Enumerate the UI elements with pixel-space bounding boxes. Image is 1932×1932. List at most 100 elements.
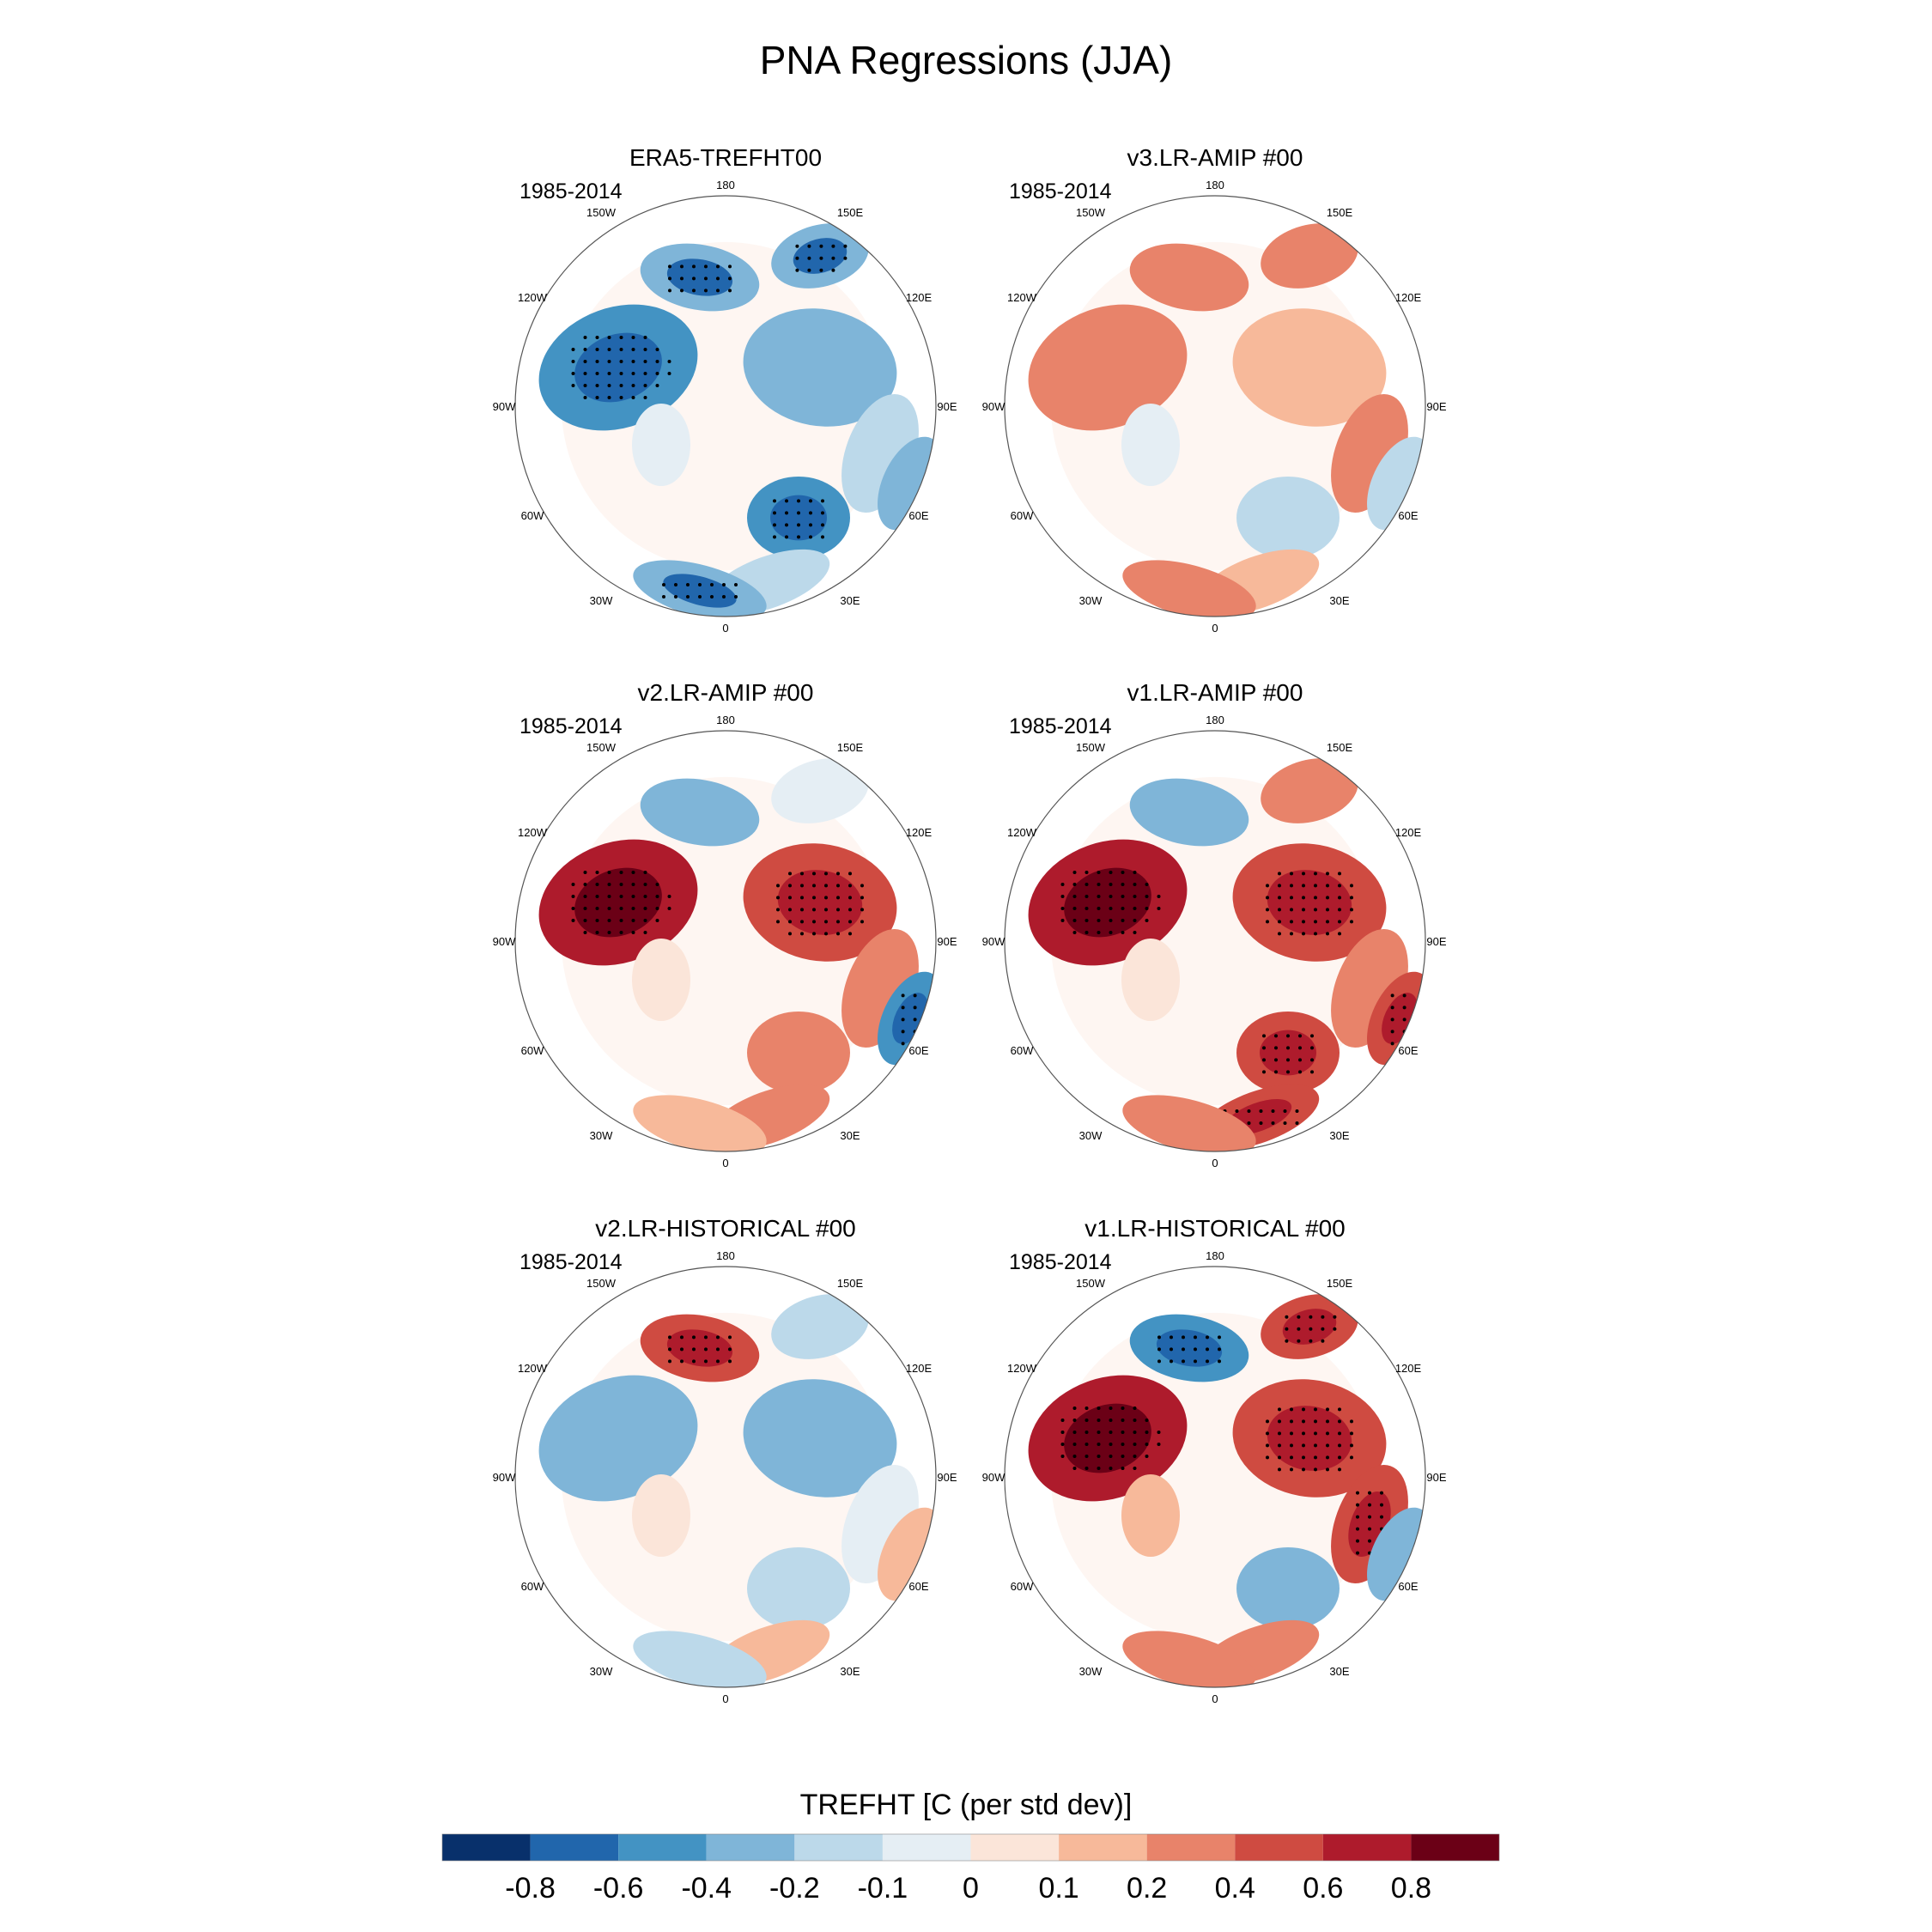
longitude-label: 120E	[1395, 1362, 1422, 1375]
significance-stipple	[1262, 1034, 1314, 1074]
anomaly-region-north-africa	[1122, 1631, 1256, 1687]
colorbar-tick-label: -0.6	[593, 1872, 644, 1905]
colorbar-tick-label: -0.2	[769, 1872, 820, 1905]
anomaly-core-alaska	[666, 258, 733, 296]
longitude-label: 180	[1206, 714, 1224, 726]
longitude-label: 150E	[837, 1277, 864, 1290]
longitude-label: 0	[1212, 1692, 1218, 1705]
longitude-label: 60E	[1398, 1044, 1418, 1057]
map-panel: v1.LR-AMIP #00 1985-2014 180 150E 120E 90E 60E…	[982, 679, 1447, 1170]
colorbar: TREFHT [C (per std dev)] -0.8 -0.6 -0.4 -0.…	[441, 1789, 1500, 1905]
anomaly-core-europe-arctic	[770, 495, 827, 541]
colorbar-tick-label: 0.2	[1127, 1872, 1167, 1905]
anomaly-core-west-siberia	[1267, 870, 1352, 935]
colorbar-tick-label: -0.8	[505, 1872, 556, 1905]
anomaly-region-europe-arctic	[747, 1012, 850, 1094]
anomaly-region-alaska	[640, 778, 760, 847]
longitude-label: 120E	[1395, 826, 1422, 839]
colorbar-swatch	[706, 1834, 795, 1861]
significance-stipple	[776, 872, 864, 936]
anomaly-region-north-africa	[1122, 560, 1256, 617]
colorbar-swatch	[1322, 1834, 1412, 1861]
panel-period: 1985-2014	[1009, 1250, 1112, 1274]
longitude-label: 60E	[908, 1580, 928, 1593]
longitude-label: 0	[1212, 622, 1218, 635]
longitude-label: 180	[716, 714, 735, 726]
map-boundary	[1004, 1266, 1426, 1688]
longitude-label: 30W	[1079, 1665, 1103, 1678]
longitude-label: 30E	[1329, 594, 1349, 607]
map-boundary	[1004, 730, 1426, 1152]
longitude-label: 150E	[837, 741, 864, 754]
longitude-label: 150E	[1327, 741, 1353, 754]
longitude-label: 150W	[1076, 1277, 1106, 1290]
longitude-label: 60W	[1011, 509, 1034, 522]
anomaly-region-west-siberia	[1232, 308, 1387, 427]
panel-title: v1.LR-AMIP #00	[1127, 679, 1303, 706]
anomaly-region-greenland	[1121, 939, 1180, 1021]
longitude-label: 90E	[937, 935, 957, 948]
longitude-label: 60W	[521, 509, 544, 522]
map-boundary	[514, 195, 937, 617]
map-boundary	[514, 730, 937, 1152]
significance-stipple	[1157, 1335, 1221, 1364]
colorbar-swatch	[1235, 1834, 1323, 1861]
anomaly-region-north-africa	[633, 1631, 767, 1687]
significance-stipple	[662, 583, 738, 598]
significance-stipple	[1266, 872, 1353, 936]
longitude-label: 180	[1206, 179, 1224, 191]
longitude-label: 60E	[908, 1044, 928, 1057]
longitude-label: 60W	[521, 1044, 544, 1057]
longitude-label: 120E	[1395, 291, 1422, 304]
anomaly-region-east-siberia	[771, 1294, 869, 1359]
anomaly-region-greenland	[1121, 1474, 1180, 1557]
longitude-label: 90W	[493, 400, 516, 413]
map-panel: v2.LR-HISTORICAL #00 1985-2014 180 150E 120E…	[493, 1215, 957, 1705]
longitude-label: 90E	[1426, 400, 1446, 413]
colorbar-tick-label: 0.8	[1391, 1872, 1431, 1905]
anomaly-region-greenland	[632, 939, 690, 1021]
longitude-label: 60E	[1398, 509, 1418, 522]
longitude-label: 90W	[982, 400, 1005, 413]
colorbar-swatch	[618, 1834, 707, 1861]
colorbar-title: TREFHT [C (per std dev)]	[800, 1789, 1133, 1821]
longitude-label: 90W	[982, 935, 1005, 948]
anomaly-core-north-africa	[663, 574, 737, 608]
colorbar-tick-label: 0.1	[1038, 1872, 1078, 1905]
longitude-label: 30E	[1329, 1129, 1349, 1142]
panel-title: v1.LR-HISTORICAL #00	[1084, 1215, 1345, 1242]
longitude-label: 120W	[518, 1362, 548, 1375]
colorbar-tick-label: 0.6	[1303, 1872, 1343, 1905]
panel-period: 1985-2014	[519, 1250, 623, 1274]
panel-title: ERA5-TREFHT00	[629, 144, 822, 171]
significance-stipple	[1356, 1491, 1383, 1567]
longitude-label: 30E	[840, 1665, 860, 1678]
colorbar-swatch	[882, 1834, 971, 1861]
panels: ERA5-TREFHT00 1985-2014 180 150E 120E 90E 60E 3…	[493, 144, 1447, 1705]
anomaly-region-europe-arctic	[1236, 477, 1340, 559]
colorbar-swatch	[794, 1834, 883, 1861]
anomaly-region-north-africa	[1122, 1095, 1256, 1151]
longitude-label: 150E	[1327, 1277, 1353, 1290]
anomaly-core-europe-arctic	[1260, 1030, 1316, 1076]
panel-title: v2.LR-AMIP #00	[638, 679, 814, 706]
panel-title: v3.LR-AMIP #00	[1127, 144, 1303, 171]
colorbar-swatch	[1411, 1834, 1499, 1861]
anomaly-core-alaska	[666, 1329, 733, 1367]
longitude-label: 150W	[586, 206, 617, 219]
longitude-label: 30W	[1079, 1129, 1103, 1142]
anomaly-region-east-siberia	[1261, 223, 1358, 289]
significance-stipple	[571, 871, 671, 934]
panel-period: 1985-2014	[519, 714, 623, 738]
longitude-label: 120W	[1007, 826, 1037, 839]
longitude-label: 0	[1212, 1157, 1218, 1170]
longitude-label: 150W	[586, 1277, 617, 1290]
colorbar-swatch	[530, 1834, 619, 1861]
anomaly-region-europe-arctic	[1236, 1547, 1340, 1630]
longitude-label: 30W	[590, 594, 613, 607]
map-panel: v2.LR-AMIP #00 1985-2014 180 150E 120E 90E 60E…	[493, 679, 957, 1170]
map-panel: v3.LR-AMIP #00 1985-2014 180 150E 120E 90E 60E…	[982, 144, 1447, 635]
longitude-label: 150W	[586, 741, 617, 754]
colorbar-swatch	[442, 1834, 531, 1861]
